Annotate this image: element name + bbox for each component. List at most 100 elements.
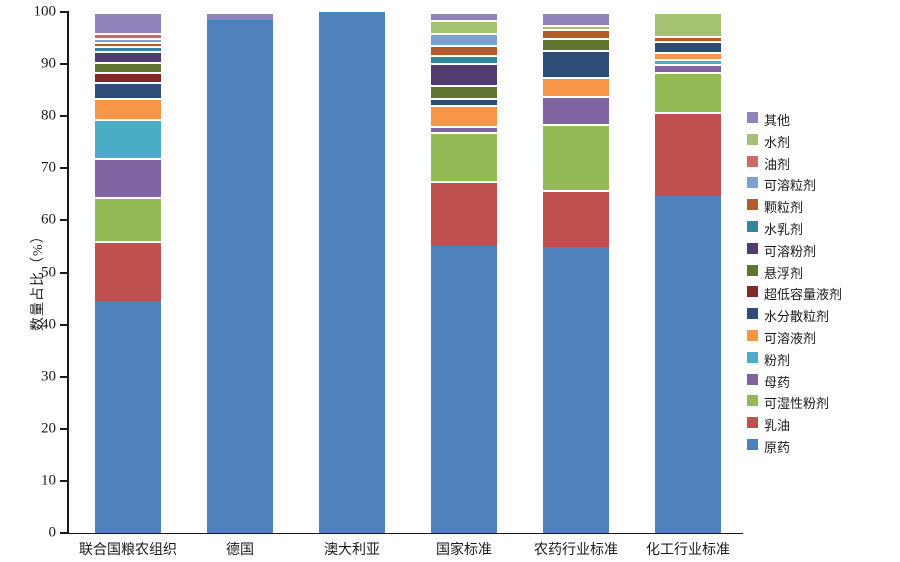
legend-label: 原药: [764, 440, 791, 455]
bar-segment-可湿性粉剂: [95, 196, 161, 242]
y-tick-label: 70: [41, 159, 56, 176]
y-tick-mark: [60, 167, 67, 170]
bar-segment-可湿性粉剂: [655, 71, 721, 113]
bar-segment-颗粒剂: [543, 28, 609, 38]
bar-segment-其他: [207, 12, 273, 20]
y-tick-label: 0: [48, 524, 57, 541]
y-tick-mark: [60, 219, 67, 222]
bar-segment-水乳剂: [431, 55, 497, 63]
y-tick-label: 50: [41, 264, 56, 280]
bar-segment-油剂: [95, 32, 161, 38]
bar-segment-可溶粉剂: [95, 51, 161, 62]
bar-segment-可湿性粉剂: [543, 124, 609, 191]
bar-segment-水乳剂: [95, 45, 161, 52]
legend-label: 水分散粒剂: [764, 309, 830, 325]
legend-swatch: [747, 286, 758, 298]
bar-联合国粮农组织: [95, 12, 161, 533]
bar-segment-原药: [431, 246, 497, 533]
legend-swatch: [747, 351, 758, 363]
legend-swatch: [747, 417, 758, 429]
bar-国家标准: [431, 12, 497, 533]
y-tick-label: 80: [41, 107, 56, 124]
legend-swatch: [747, 177, 758, 189]
y-tick-mark: [60, 63, 67, 66]
legend-label: 其他: [764, 113, 791, 128]
bar-segment-颗粒剂: [95, 41, 161, 46]
legend-label: 水乳剂: [764, 222, 804, 237]
legend-swatch: [747, 133, 758, 145]
legend-swatch: [747, 199, 758, 211]
x-axis-line: [67, 533, 743, 534]
y-axis-line: [67, 11, 69, 534]
bar-澳大利亚: [319, 12, 385, 533]
x-axis-category-label: 联合国粮农组织: [79, 543, 177, 558]
bar-segment-悬浮剂: [431, 84, 497, 98]
legend-swatch: [747, 308, 758, 320]
legend-swatch: [747, 264, 758, 276]
legend-label: 颗粒剂: [764, 200, 804, 216]
bar-segment-水分散粒剂: [431, 97, 497, 105]
bar-segment-原药: [319, 12, 385, 533]
y-tick-label: 40: [41, 316, 56, 333]
x-axis-category-label: 农药行业标准: [534, 543, 618, 558]
bar-segment-母药: [431, 125, 497, 133]
legend-swatch: [747, 330, 758, 341]
bar-segment-粉剂: [95, 118, 161, 158]
legend-label: 油剂: [764, 156, 791, 172]
bar-segment-可湿性粉剂: [431, 132, 497, 181]
legend-swatch: [747, 242, 758, 254]
bar-segment-原药: [95, 301, 161, 533]
bar-segment-其他: [95, 12, 161, 33]
legend-swatch: [747, 155, 758, 167]
bar-segment-可溶液剂: [431, 104, 497, 126]
bar-化工行业标准: [655, 12, 721, 533]
legend-label: 超低容量液剂: [764, 287, 843, 303]
bar-segment-悬浮剂: [543, 37, 609, 50]
bar-segment-可溶液剂: [543, 77, 609, 97]
y-tick-label: 60: [41, 211, 56, 228]
bar-segment-悬浮剂: [95, 61, 161, 72]
x-axis-category-label: 德国: [226, 543, 254, 558]
bar-segment-原药: [207, 19, 273, 533]
y-tick-mark: [60, 532, 67, 534]
bar-segment-可溶粉剂: [431, 62, 497, 85]
bar-segment-乳油: [431, 180, 497, 247]
bar-segment-母药: [655, 64, 721, 72]
bar-segment-水剂: [431, 20, 497, 33]
legend-label: 母药: [764, 374, 791, 390]
y-tick-mark: [60, 375, 67, 378]
legend-label: 可湿性粉剂: [764, 396, 830, 412]
legend-swatch: [747, 373, 758, 385]
bar-segment-水分散粒剂: [95, 82, 161, 98]
bar-segment-水剂: [543, 25, 609, 29]
bar-segment-乳油: [543, 190, 609, 247]
x-axis-category-label: 澳大利亚: [324, 543, 380, 558]
bar-segment-乳油: [95, 241, 161, 302]
bar-德国: [207, 12, 273, 533]
x-axis-category-label: 国家标准: [436, 543, 492, 558]
legend-label: 可溶粉剂: [764, 243, 817, 259]
legend-label: 可溶液剂: [764, 331, 817, 346]
legend-label: 水剂: [764, 134, 791, 150]
y-tick-label: 90: [41, 55, 56, 72]
legend-swatch: [747, 221, 758, 232]
bar-segment-母药: [543, 96, 609, 125]
bar-segment-可溶液剂: [95, 97, 161, 119]
legend-swatch: [747, 112, 758, 123]
bar-segment-水分散粒剂: [543, 49, 609, 78]
bar-segment-母药: [95, 157, 161, 197]
y-tick-mark: [60, 323, 67, 326]
legend-label: 粉剂: [764, 352, 791, 368]
bar-segment-其他: [431, 12, 497, 21]
y-tick-mark: [60, 479, 67, 482]
bar-segment-水分散粒剂: [655, 40, 721, 52]
bar-segment-粉剂: [655, 59, 721, 65]
y-tick-label: 30: [41, 368, 56, 385]
bar-segment-可溶粒剂: [431, 32, 497, 45]
x-axis-category-label: 化工行业标准: [646, 543, 730, 558]
bar-segment-乳油: [655, 112, 721, 197]
legend-label: 悬浮剂: [764, 265, 804, 281]
legend-swatch: [747, 439, 758, 450]
